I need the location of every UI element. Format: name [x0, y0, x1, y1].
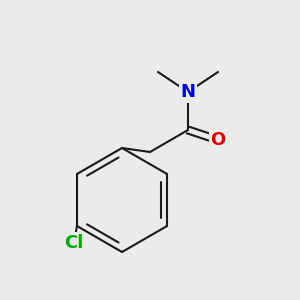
- Text: O: O: [210, 131, 226, 149]
- Text: N: N: [181, 83, 196, 101]
- Text: Cl: Cl: [64, 234, 84, 252]
